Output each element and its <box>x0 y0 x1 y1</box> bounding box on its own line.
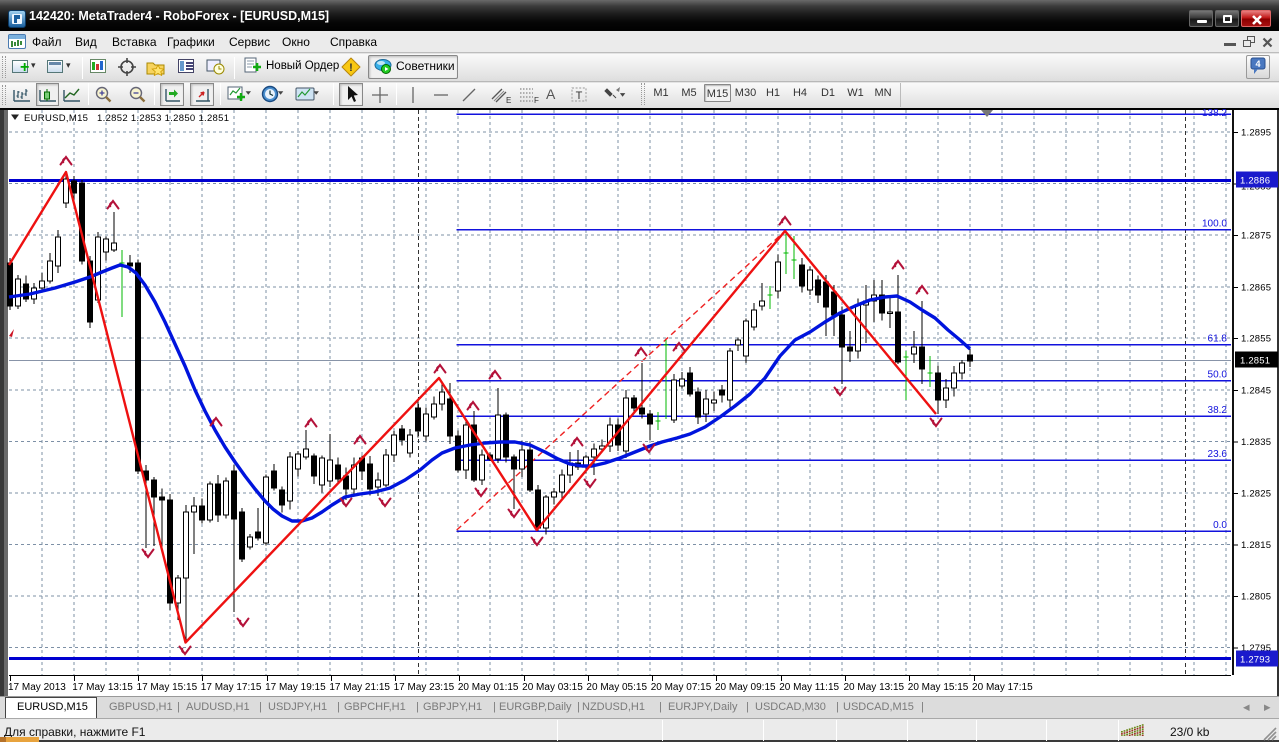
svg-text:17 May 17:15: 17 May 17:15 <box>201 682 262 693</box>
svg-text:20 May 07:15: 20 May 07:15 <box>651 682 712 693</box>
svg-text:1.2815: 1.2815 <box>1241 540 1271 551</box>
svg-text:F: F <box>534 96 539 105</box>
svg-text:38.2: 38.2 <box>1208 405 1228 416</box>
svg-text:61.8: 61.8 <box>1208 334 1228 345</box>
svg-text:17 May 21:15: 17 May 21:15 <box>329 682 390 693</box>
svg-text:EURUSD,M15 1.2852 1.2853 1.2: EURUSD,M15 1.2852 1.2853 1.2850 1.2851 <box>24 113 229 124</box>
svg-text:1.2795: 1.2795 <box>1241 643 1271 654</box>
svg-text:17 May 19:15: 17 May 19:15 <box>265 682 326 693</box>
svg-text:1.2851: 1.2851 <box>1240 356 1270 367</box>
svg-text:1.2855: 1.2855 <box>1241 334 1271 345</box>
svg-text:138.2: 138.2 <box>1202 108 1227 119</box>
svg-text:4: 4 <box>1255 59 1260 69</box>
svg-text:20 May 03:15: 20 May 03:15 <box>522 682 583 693</box>
svg-text:20 May 01:15: 20 May 01:15 <box>458 682 519 693</box>
svg-text:50.0: 50.0 <box>1208 370 1228 381</box>
svg-text:17 May 13:15: 17 May 13:15 <box>72 682 133 693</box>
svg-text:100.0: 100.0 <box>1202 219 1227 230</box>
svg-text:17 May 23:15: 17 May 23:15 <box>394 682 455 693</box>
svg-text:20 May 09:15: 20 May 09:15 <box>715 682 776 693</box>
svg-text:1.2793: 1.2793 <box>1240 655 1270 666</box>
svg-text:0.0: 0.0 <box>1213 520 1227 531</box>
svg-text:1.2835: 1.2835 <box>1241 437 1271 448</box>
svg-text:1.2895: 1.2895 <box>1241 128 1271 139</box>
svg-text:17 May 15:15: 17 May 15:15 <box>137 682 198 693</box>
svg-text:1.2845: 1.2845 <box>1241 386 1271 397</box>
svg-text:20 May 15:15: 20 May 15:15 <box>908 682 969 693</box>
svg-text:23.6: 23.6 <box>1208 449 1228 460</box>
svg-text:1.2875: 1.2875 <box>1241 231 1271 242</box>
svg-text:20 May 13:15: 20 May 13:15 <box>844 682 905 693</box>
svg-text:!: ! <box>349 62 353 74</box>
svg-text:1.2825: 1.2825 <box>1241 489 1271 500</box>
svg-text:T: T <box>576 90 583 102</box>
svg-text:20 May 05:15: 20 May 05:15 <box>586 682 647 693</box>
svg-text:1.2805: 1.2805 <box>1241 592 1271 603</box>
svg-text:1.2886: 1.2886 <box>1240 176 1270 187</box>
svg-text:20 May 17:15: 20 May 17:15 <box>972 682 1033 693</box>
svg-text:17 May 2013: 17 May 2013 <box>8 682 66 693</box>
svg-text:E: E <box>506 96 511 105</box>
svg-text:1.2865: 1.2865 <box>1241 283 1271 294</box>
svg-text:20 May 11:15: 20 May 11:15 <box>779 682 839 693</box>
